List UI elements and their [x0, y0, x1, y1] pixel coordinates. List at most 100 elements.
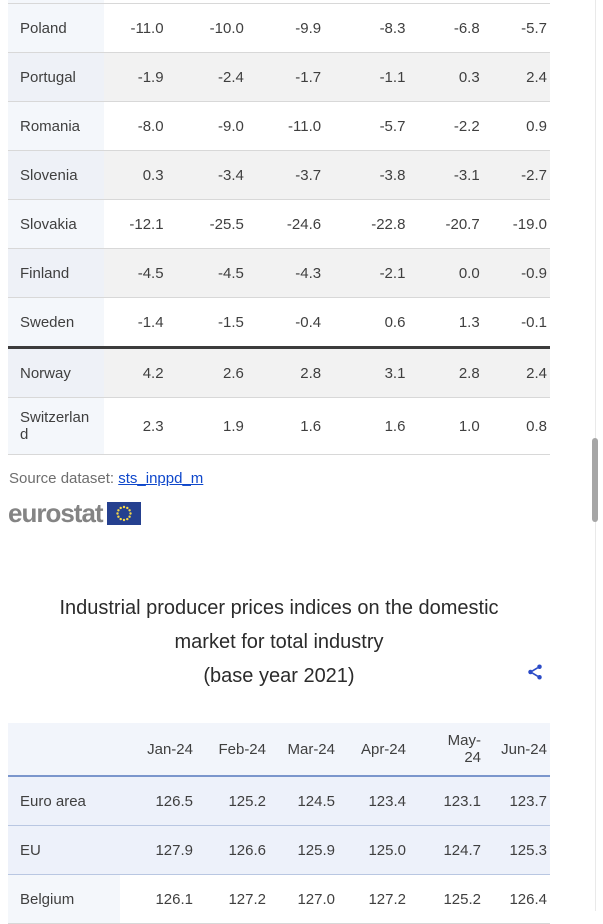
value-cell: -3.1: [408, 150, 483, 200]
value-cell: -11.0: [104, 4, 167, 53]
value-cell: 127.2: [196, 874, 269, 924]
header-cell-month: Feb-24: [196, 723, 269, 777]
table-row: Slovenia 0.3 -3.4 -3.7 -3.8 -3.1 -2.7: [8, 150, 550, 200]
value-cell: 127.2: [338, 874, 409, 924]
table-row: Slovakia -12.1 -25.5 -24.6 -22.8 -20.7 -…: [8, 199, 550, 249]
value-cell: 2.3: [104, 397, 167, 455]
value-cell: 125.2: [409, 874, 484, 924]
table-row: Switzerland 2.3 1.9 1.6 1.6 1.0 0.8: [8, 397, 550, 455]
table-row: Sweden -1.4 -1.5 -0.4 0.6 1.3 -0.1: [8, 297, 550, 349]
figure-title: Industrial producer prices indices on th…: [8, 591, 550, 693]
value-cell: 126.5: [120, 776, 196, 826]
value-cell: 124.7: [409, 825, 484, 875]
value-cell: 124.5: [269, 776, 338, 826]
value-cell: 4.2: [104, 347, 167, 398]
value-cell: 1.6: [324, 397, 409, 455]
value-cell: -4.3: [246, 248, 325, 298]
value-cell: -8.3: [324, 4, 409, 53]
value-cell: 2.8: [246, 347, 325, 398]
value-cell: -4.5: [104, 248, 167, 298]
value-cell: -6.8: [408, 4, 483, 53]
value-cell: -2.7: [482, 150, 550, 200]
value-cell: -0.9: [482, 248, 550, 298]
source-dataset-label: Source dataset:: [9, 470, 115, 487]
header-cell-month: May-24: [409, 723, 484, 777]
country-table: Poland -11.0 -10.0 -9.9 -8.3 -6.8 -5.7 P…: [8, 4, 550, 455]
eurostat-logo-text: eurostat: [8, 498, 104, 528]
value-cell: -11.0: [246, 101, 325, 151]
row-label: Belgium: [8, 874, 120, 924]
value-cell: 125.0: [338, 825, 409, 875]
row-label: Romania: [8, 101, 105, 151]
source-dataset-line: Source dataset: sts_inppd_m: [9, 470, 203, 487]
header-cell-empty: [8, 723, 120, 777]
value-cell: -1.1: [324, 52, 409, 102]
value-cell: -2.2: [408, 101, 483, 151]
value-cell: 1.9: [166, 397, 247, 455]
value-cell: 127.9: [120, 825, 196, 875]
value-cell: -5.7: [324, 101, 409, 151]
value-cell: -9.0: [166, 101, 247, 151]
value-cell: 3.1: [324, 347, 409, 398]
value-cell: -10.0: [166, 4, 247, 53]
table-row: Belgium 126.1 127.2 127.0 127.2 125.2 12…: [8, 874, 550, 924]
row-label: Norway: [8, 347, 105, 398]
value-cell: -4.5: [166, 248, 247, 298]
value-cell: -2.1: [324, 248, 409, 298]
value-cell: -0.4: [246, 297, 325, 349]
value-cell: -3.8: [324, 150, 409, 200]
row-label: Poland: [8, 4, 105, 53]
share-icon: [528, 664, 542, 680]
table-row: EU 127.9 126.6 125.9 125.0 124.7 125.3: [8, 825, 550, 875]
table-row: Finland -4.5 -4.5 -4.3 -2.1 0.0 -0.9: [8, 248, 550, 298]
value-cell: 126.6: [196, 825, 269, 875]
value-cell: 2.8: [408, 347, 483, 398]
value-cell: 0.3: [104, 150, 167, 200]
value-cell: -2.4: [166, 52, 247, 102]
scrollbar-thumb[interactable]: [592, 438, 598, 522]
value-cell: 0.9: [482, 101, 550, 151]
value-cell: -1.4: [104, 297, 167, 349]
value-cell: 2.6: [166, 347, 247, 398]
value-cell: 123.4: [338, 776, 409, 826]
figure-title-line: Industrial producer prices indices on th…: [59, 597, 499, 619]
monthly-index-table: Jan-24 Feb-24 Mar-24 Apr-24 May-24 Jun-2…: [8, 723, 550, 924]
value-cell: -25.5: [166, 199, 247, 249]
value-cell: -1.5: [166, 297, 247, 349]
header-cell-month: Apr-24: [338, 723, 409, 777]
table-header-row: Jan-24 Feb-24 Mar-24 Apr-24 May-24 Jun-2…: [8, 723, 550, 777]
value-cell: -9.9: [246, 4, 325, 53]
value-cell: 1.6: [246, 397, 325, 455]
eurostat-logo: eurostat: [8, 498, 141, 529]
value-cell: -22.8: [324, 199, 409, 249]
value-cell: 1.0: [408, 397, 483, 455]
value-cell: 126.4: [484, 874, 550, 924]
figure-title-line: (base year 2021): [203, 665, 355, 687]
row-label: EU: [8, 825, 120, 875]
value-cell: -12.1: [104, 199, 167, 249]
value-cell: 125.9: [269, 825, 338, 875]
row-label: Slovakia: [8, 199, 105, 249]
header-cell-month-label: May-24: [447, 732, 481, 766]
row-label: Portugal: [8, 52, 105, 102]
value-cell: -0.1: [482, 297, 550, 349]
row-label: Euro area: [8, 776, 120, 826]
value-cell: -5.7: [482, 4, 550, 53]
table-row: Romania -8.0 -9.0 -11.0 -5.7 -2.2 0.9: [8, 101, 550, 151]
value-cell: 125.3: [484, 825, 550, 875]
value-cell: 127.0: [269, 874, 338, 924]
partial-row-label-cell: [8, 0, 104, 3]
table-row: Portugal -1.9 -2.4 -1.7 -1.1 0.3 2.4: [8, 52, 550, 102]
table-row: Euro area 126.5 125.2 124.5 123.4 123.1 …: [8, 776, 550, 826]
eu-flag-icon: [106, 502, 141, 525]
partial-row-top: [8, 0, 550, 4]
row-label: Switzerland: [8, 397, 105, 455]
value-cell: 125.2: [196, 776, 269, 826]
header-cell-month: Jun-24: [484, 723, 550, 777]
share-button[interactable]: [524, 660, 548, 684]
value-cell: 1.3: [408, 297, 483, 349]
row-label: Slovenia: [8, 150, 105, 200]
source-dataset-link[interactable]: sts_inppd_m: [118, 470, 204, 487]
value-cell: 0.8: [482, 397, 550, 455]
